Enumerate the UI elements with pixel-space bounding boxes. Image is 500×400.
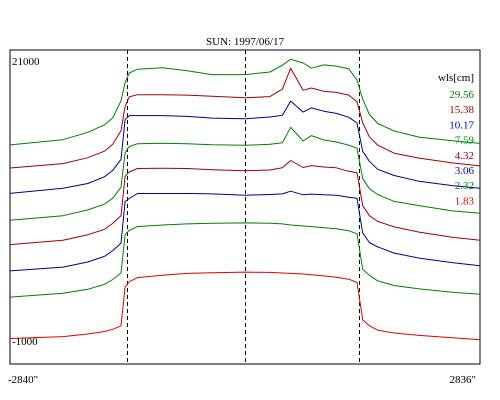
series-line-7.59 [9,126,481,221]
legend: wls[cm] 29.56 15.38 10.17 7.59 4.32 3.06 2.32 1… [438,72,475,207]
legend-entry-15.38: 15.38 [449,104,474,116]
x-max-label: 2836" [450,374,477,386]
series-group [9,58,481,341]
legend-entry-29.56: 29.56 [449,89,474,101]
series-line-1.83 [9,271,481,341]
legend-entry-1.83: 1.83 [455,195,475,207]
y-min-label: -1000 [12,336,38,348]
legend-entry-10.17: 10.17 [449,119,474,131]
legend-title: wls[cm] [438,72,474,84]
legend-entry-7.59: 7.59 [455,135,475,147]
series-line-29.56 [9,58,481,146]
series-line-10.17 [9,100,481,194]
series-line-3.06 [9,190,481,272]
legend-entry-3.06: 3.06 [455,165,475,177]
legend-entry-2.32: 2.32 [455,180,474,192]
chart-title: SUN: 1997/06/17 [206,36,284,48]
x-min-label: -2840" [8,374,38,386]
vertical-markers [127,50,360,364]
series-line-2.32 [9,222,481,298]
y-max-label: 21000 [12,56,40,68]
series-line-15.38 [9,67,481,169]
series-line-4.32 [9,160,481,246]
legend-entry-4.32: 4.32 [455,150,474,162]
